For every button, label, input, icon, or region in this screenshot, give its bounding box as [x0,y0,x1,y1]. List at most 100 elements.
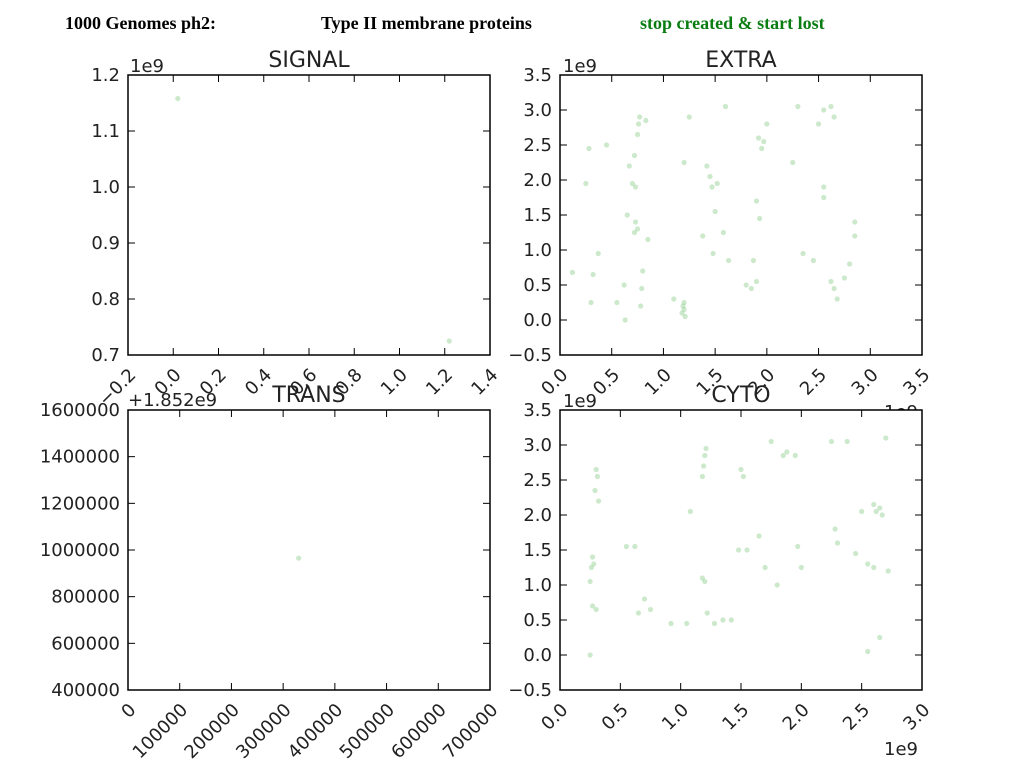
x-tick-label: 1.0 [658,700,693,735]
data-point [750,257,757,264]
data-point [632,543,638,550]
data-point [800,250,806,257]
data-point [296,555,302,561]
y-tick-label: 1.5 [523,205,552,226]
data-point [712,208,718,215]
data-point [821,184,827,190]
data-point [684,620,690,627]
data-point [707,173,713,180]
data-point [852,219,858,225]
x-tick-label: 0.0 [537,700,572,735]
data-point [810,257,817,264]
data-point [865,648,871,655]
data-point [588,564,594,571]
y-tick-label: 1200000 [40,493,120,514]
data-point [637,114,643,120]
data-point [622,317,628,323]
y-offset-text: 1e9 [563,391,597,412]
data-point [828,278,834,285]
data-point [798,564,804,571]
data-point [631,152,638,159]
data-point [768,438,774,445]
x-tick-label: 1.5 [718,700,753,735]
x-tick-label: 1.0 [377,365,412,400]
y-tick-label: 3.5 [523,65,552,86]
data-point [682,313,688,320]
data-point [735,547,742,553]
data-point [647,606,654,613]
x-tick-label: 2.5 [839,700,874,735]
data-point [668,620,674,627]
data-point [614,299,620,306]
data-point [704,163,710,169]
data-point [624,212,630,218]
data-point [795,543,801,550]
data-point [681,159,687,166]
x-tick-label: 1.4 [467,365,502,400]
data-point [815,121,822,127]
data-point [680,303,686,309]
y-tick-label: 3.5 [523,400,552,421]
data-point [841,275,848,281]
data-point [703,445,709,452]
y-tick-label: 2.5 [523,135,552,156]
data-point [700,463,707,469]
data-point [446,338,452,344]
data-point [588,299,594,306]
plot-frame [559,74,923,356]
data-point [761,138,767,145]
y-tick-label: 800000 [51,587,120,608]
data-point [753,278,760,285]
data-point [603,142,610,148]
data-point [877,634,883,641]
data-point [587,652,593,658]
data-point [638,303,644,309]
data-point [699,473,705,480]
data-point [831,285,837,292]
data-point [852,233,858,239]
data-point [821,194,827,201]
data-point [634,131,641,138]
data-point [587,578,593,585]
data-point [871,564,877,571]
y-tick-label: 0.9 [91,233,120,254]
data-point [681,299,687,306]
data-point [700,233,706,239]
x-tick-label: 2.0 [779,700,814,735]
data-point [645,236,651,243]
data-point [756,533,762,539]
data-point [834,296,840,302]
y-tick-label: 400000 [51,680,120,701]
y-tick-label: 0.7 [91,345,120,366]
data-point [631,229,638,236]
x-tick-label: 1.0 [641,365,676,400]
data-point [744,547,750,553]
data-point [792,452,798,459]
panel-title: SIGNAL [268,48,350,73]
y-tick-label: 1.0 [523,240,552,261]
data-point [780,452,786,459]
header-mutation: stop created & start lost [640,13,825,33]
x-tick-label: 400000 [284,700,347,763]
panel-title: CYTO [711,383,770,408]
data-point [720,229,727,236]
data-point [626,163,632,169]
data-point [592,487,598,494]
y-tick-label: 600000 [51,633,120,654]
data-point [885,568,891,574]
y-tick-label: 0.0 [523,310,552,331]
x-tick-label: 700000 [439,700,502,763]
data-point [714,180,720,187]
data-point [853,550,859,557]
plot-frame [127,409,491,691]
data-point [643,117,649,124]
data-point [774,582,780,588]
panel-title: TRANS [271,383,345,408]
header-protein-type: Type II membrane proteins [321,13,532,33]
y-tick-label: 0.5 [523,275,552,296]
data-point [589,603,596,609]
data-point [834,540,841,546]
data-point [591,561,597,567]
